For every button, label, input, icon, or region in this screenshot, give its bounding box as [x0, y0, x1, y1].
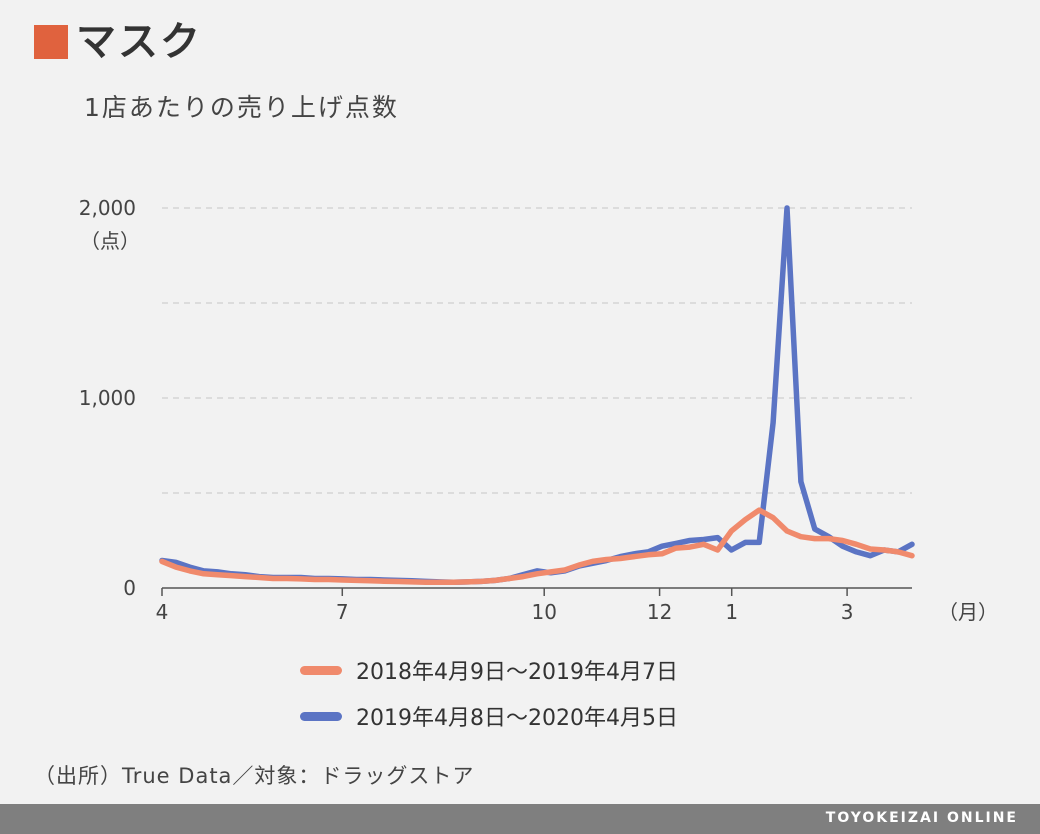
x-tick-label-0: 4: [156, 600, 169, 624]
x-tick-label-2: 10: [531, 600, 556, 624]
footer-bar: TOYOKEIZAI ONLINE: [0, 804, 1040, 834]
x-tick-label-3: 12: [647, 600, 672, 624]
x-tick-label-5: 3: [841, 600, 854, 624]
chart-subtitle: 1店あたりの売り上げ点数: [84, 93, 399, 122]
y-tick-label-1: 1,000: [79, 386, 136, 410]
legend-label-2019: 2019年4月8日～2020年4月5日: [356, 706, 678, 731]
legend-label-2018: 2018年4月9日～2019年4月7日: [356, 660, 678, 685]
x-tick-label-1: 7: [336, 600, 349, 624]
legend-item-2019: 2019年4月8日～2020年4月5日: [300, 700, 678, 732]
title-row: マスク: [34, 22, 202, 62]
y-tick-label-0: 0: [123, 576, 136, 600]
x-tick-label-4: 1: [725, 600, 738, 624]
legend-item-2018: 2018年4月9日～2019年4月7日: [300, 654, 678, 686]
series-line-1: [159, 507, 915, 586]
legend-swatch-2019: [300, 711, 342, 721]
title-square-icon: [34, 25, 68, 59]
line-chart: 0 1,000 2,000 （点） 4 7 10 12 1 3 （月）: [79, 196, 998, 624]
legend-swatch-2018: [300, 665, 342, 675]
x-axis-unit: （月）: [938, 600, 998, 624]
source-note: （出所）True Data／対象：ドラッグストア: [34, 764, 475, 788]
y-tick-label-2: 2,000: [79, 196, 136, 220]
series-line-0: [159, 205, 915, 586]
chart-title: マスク: [76, 19, 202, 65]
y-axis-unit: （点）: [80, 229, 140, 253]
footer-brand: TOYOKEIZAI ONLINE: [825, 810, 1018, 826]
